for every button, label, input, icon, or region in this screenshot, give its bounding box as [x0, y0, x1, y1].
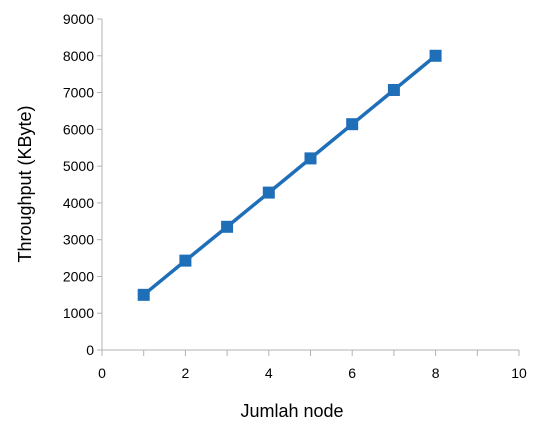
- axes: 0 1000 2000 3000 4000 5000 6000 7000 8000 9000 0 2 4…: [63, 11, 527, 381]
- x-axis-title: Jumlah node: [240, 401, 343, 421]
- data-point-marker: [387, 83, 400, 96]
- x-tick-label: 4: [265, 365, 273, 381]
- data-point-marker: [346, 118, 359, 131]
- y-tick-label: 0: [86, 342, 94, 358]
- x-tick-label: 2: [182, 365, 190, 381]
- y-tick-label: 1000: [63, 305, 94, 321]
- x-tick-label: 10: [511, 365, 527, 381]
- x-tick-label: 0: [98, 365, 106, 381]
- y-tick-label: 6000: [63, 121, 94, 137]
- data-point-marker: [179, 254, 192, 267]
- x-tick-label: 8: [432, 365, 440, 381]
- y-tick-label: 7000: [63, 85, 94, 101]
- y-tick-label: 3000: [63, 232, 94, 248]
- y-tick-label: 2000: [63, 268, 94, 284]
- x-tick-label: 6: [348, 365, 356, 381]
- y-tick-label: 5000: [63, 158, 94, 174]
- data-point-marker: [304, 152, 317, 165]
- series-line: [142, 54, 437, 297]
- y-tick-label: 9000: [63, 11, 94, 27]
- data-point-marker: [429, 49, 442, 62]
- y-axis-title: Throughput (KByte): [15, 105, 35, 262]
- data-point-marker: [137, 288, 150, 301]
- y-tick-label: 4000: [63, 195, 94, 211]
- data-point-marker: [262, 186, 275, 199]
- data-point-marker: [221, 220, 234, 233]
- y-tick-label: 8000: [63, 48, 94, 64]
- series-layer: [137, 49, 442, 301]
